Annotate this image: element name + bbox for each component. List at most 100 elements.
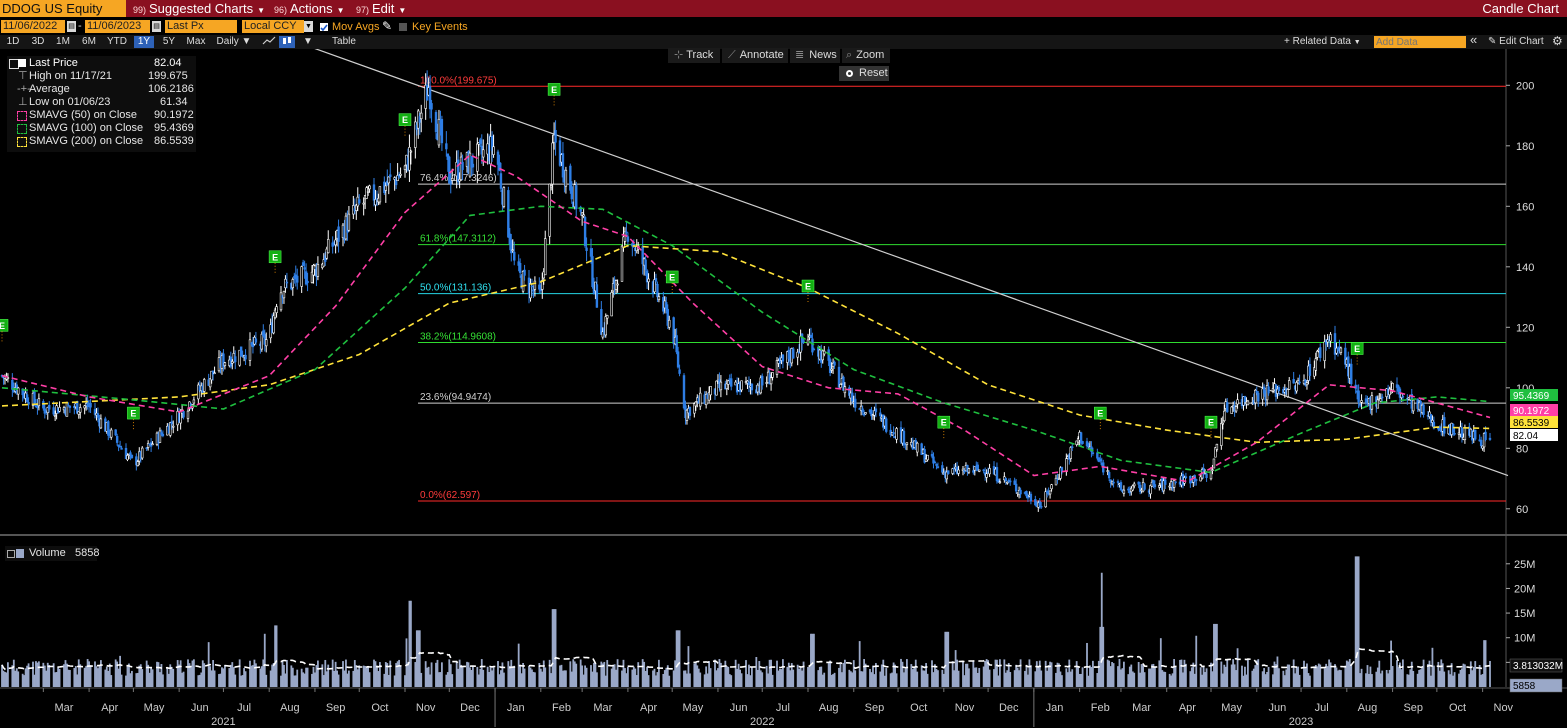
candle-body[interactable] [523,269,526,276]
candle-body[interactable] [924,458,928,462]
period-3d-button[interactable]: 3D [31,36,45,47]
candle-body[interactable] [823,350,826,355]
candle-body[interactable] [1137,481,1140,485]
candle-body[interactable] [1376,399,1380,409]
key-events-checkbox[interactable] [399,23,407,31]
candle-body[interactable] [719,381,723,391]
candle-body[interactable] [1267,386,1270,394]
candle-body[interactable] [874,408,878,413]
candle-body[interactable] [973,466,977,471]
candle-body[interactable] [775,360,779,375]
candle-body[interactable] [471,163,475,168]
candle-body[interactable] [920,443,923,455]
candle-body[interactable] [961,468,965,471]
candle-body[interactable] [1288,380,1291,390]
candle-body[interactable] [861,408,864,413]
earnings-marker[interactable] [268,250,282,264]
candle-body[interactable] [120,447,123,450]
period-max-button[interactable]: Max [186,36,206,47]
candle-body[interactable] [358,199,361,204]
candle-body[interactable] [1360,400,1363,403]
candle-body[interactable] [1119,482,1123,491]
candle-body[interactable] [1226,402,1229,413]
candle-body[interactable] [771,372,774,378]
pencil-icon[interactable]: ✎ [382,19,393,33]
candle-body[interactable] [368,185,371,190]
calendar-icon[interactable]: ▤ [152,21,161,32]
candle-body[interactable] [693,403,696,414]
candle-body[interactable] [1412,399,1415,412]
candle-body[interactable] [1122,489,1126,494]
candle-body[interactable] [933,461,937,464]
candle-body[interactable] [530,285,534,288]
candle-body[interactable] [626,236,630,242]
candle-body[interactable] [529,283,532,299]
candle-body[interactable] [1054,477,1058,486]
candle-body[interactable] [828,359,832,373]
candle-body[interactable] [99,418,103,429]
candle-body[interactable] [1044,491,1047,508]
candle-body[interactable] [461,161,464,170]
candle-body[interactable] [985,473,988,478]
candle-body[interactable] [1397,385,1400,392]
candle-body[interactable] [197,384,200,400]
candle-body[interactable] [518,262,522,273]
candle-body[interactable] [678,369,681,374]
candle-body[interactable] [275,306,278,313]
candle-body[interactable] [27,402,30,405]
candle-body[interactable] [96,413,100,418]
candle-body[interactable] [337,226,340,242]
candle-body[interactable] [579,206,582,212]
candle-body[interactable] [730,378,733,387]
candle-body[interactable] [654,278,658,282]
candle-body[interactable] [675,335,678,353]
candle-body[interactable] [284,278,287,289]
candle-body[interactable] [521,271,525,292]
candle-body[interactable] [6,377,10,379]
candle-body[interactable] [935,464,938,466]
candle-body[interactable] [440,118,444,144]
candle-body[interactable] [895,428,898,440]
candle-body[interactable] [848,387,851,396]
candle-body[interactable] [408,147,411,171]
candle-body[interactable] [676,351,680,368]
candle-body[interactable] [324,255,327,262]
candle-body[interactable] [1172,480,1176,488]
candle-body[interactable] [1009,480,1012,483]
candle-body[interactable] [765,382,768,384]
candle-body[interactable] [1215,443,1219,450]
candle-body[interactable] [1344,347,1347,365]
candle-body[interactable] [623,231,627,242]
candle-body[interactable] [322,259,326,267]
candle-body[interactable] [507,190,510,238]
news-button[interactable]: ≣ News [790,48,840,63]
candle-body[interactable] [1277,386,1281,391]
calendar-icon[interactable]: ▤ [67,21,76,32]
candle-body[interactable] [118,445,122,448]
candle-body[interactable] [409,150,413,153]
candle-body[interactable] [146,443,150,448]
candle-body[interactable] [262,330,265,337]
candle-body[interactable] [653,279,656,293]
candle-body[interactable] [285,281,289,284]
candle-body[interactable] [1131,485,1134,491]
candle-body[interactable] [366,191,370,193]
candle-body[interactable] [558,140,562,166]
candle-body[interactable] [951,468,954,474]
candle-body[interactable] [260,333,264,350]
candle-body[interactable] [1060,467,1064,472]
candle-body[interactable] [1323,341,1326,361]
candle-body[interactable] [77,411,80,415]
candle-body[interactable] [46,407,49,414]
candle-body[interactable] [248,339,252,361]
candle-body[interactable] [362,202,365,205]
candle-body[interactable] [124,447,128,459]
candle-body[interactable] [1246,400,1250,406]
candle-body[interactable] [17,387,20,395]
candle-body[interactable] [580,212,584,216]
candle-body[interactable] [136,461,140,466]
candle-body[interactable] [1013,480,1016,485]
period-1y-button[interactable]: 1Y [134,36,154,48]
candle-body[interactable] [806,339,810,345]
candle-body[interactable] [647,278,650,283]
